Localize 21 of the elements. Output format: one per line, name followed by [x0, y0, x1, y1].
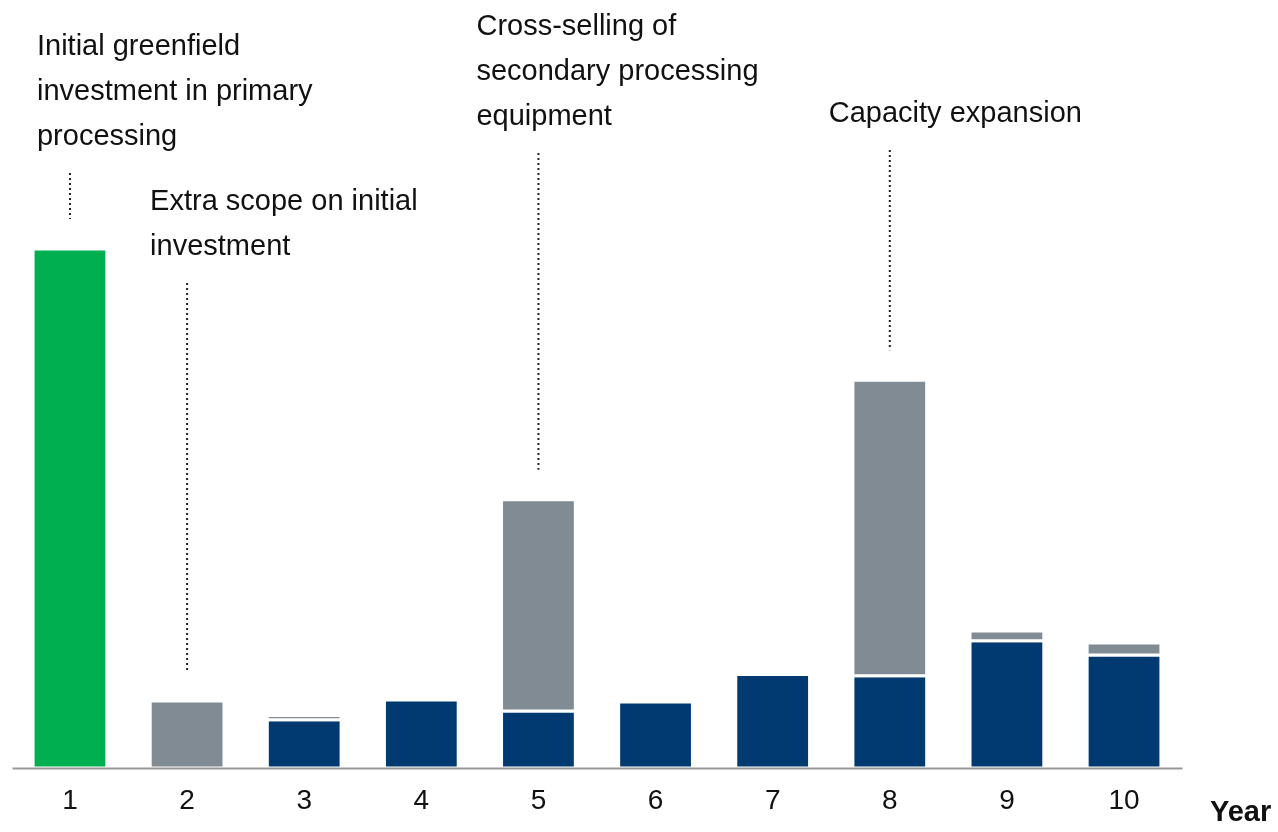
x-tick-label: 6	[647, 783, 664, 815]
x-tick-label: 8	[882, 783, 898, 815]
x-tick-label: 10	[1108, 783, 1140, 815]
bar	[617, 700, 694, 770]
x-tick-label: 9	[999, 783, 1015, 815]
bar	[148, 699, 226, 770]
x-tick-label: 4	[413, 783, 430, 815]
bar	[382, 698, 460, 770]
text: Initial greenfield investment in primary processing	[36, 29, 314, 151]
x-tick-label: 2	[179, 783, 195, 815]
x-axis-title: Year	[1210, 795, 1272, 827]
x-tick-label: 5	[530, 783, 547, 815]
annotation: Extra scope on initial investment	[150, 184, 418, 261]
text: Capacity expansion	[828, 96, 1082, 128]
x-tick-label: 7	[764, 783, 781, 815]
text: Cross-selling of secondary processing equipment	[476, 9, 759, 131]
bar	[265, 718, 343, 770]
bar	[31, 247, 109, 770]
x-tick-label: 1	[62, 783, 78, 815]
x-tick-label: 3	[296, 783, 312, 815]
bar	[734, 673, 812, 770]
